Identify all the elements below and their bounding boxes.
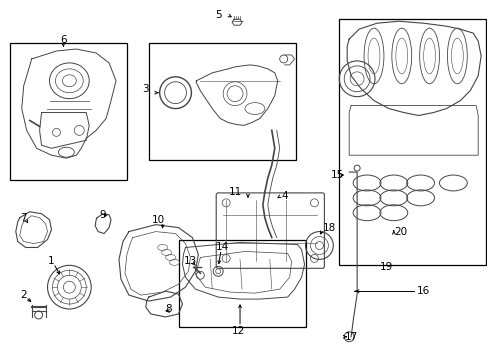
Text: 18: 18 — [322, 222, 335, 233]
Text: 10: 10 — [152, 215, 165, 225]
Text: 16: 16 — [416, 286, 429, 296]
Text: 4: 4 — [281, 191, 287, 201]
Text: 19: 19 — [380, 262, 393, 272]
Text: 3: 3 — [142, 84, 148, 94]
Text: 13: 13 — [183, 256, 197, 266]
Text: 17: 17 — [344, 332, 357, 342]
Text: 14: 14 — [215, 243, 228, 252]
Text: 15: 15 — [330, 170, 343, 180]
Bar — [339, 19, 485, 265]
Bar — [10, 43, 127, 180]
Text: 11: 11 — [228, 187, 241, 197]
Bar — [148, 43, 295, 160]
Text: 8: 8 — [165, 304, 172, 314]
Bar — [178, 239, 305, 327]
Text: 7: 7 — [20, 213, 27, 223]
Text: 20: 20 — [393, 226, 407, 237]
Text: 12: 12 — [231, 326, 244, 336]
Text: 1: 1 — [48, 256, 55, 266]
Text: 5: 5 — [214, 10, 221, 20]
Text: 9: 9 — [100, 210, 106, 220]
Text: 2: 2 — [20, 290, 27, 300]
Text: 6: 6 — [60, 35, 66, 45]
